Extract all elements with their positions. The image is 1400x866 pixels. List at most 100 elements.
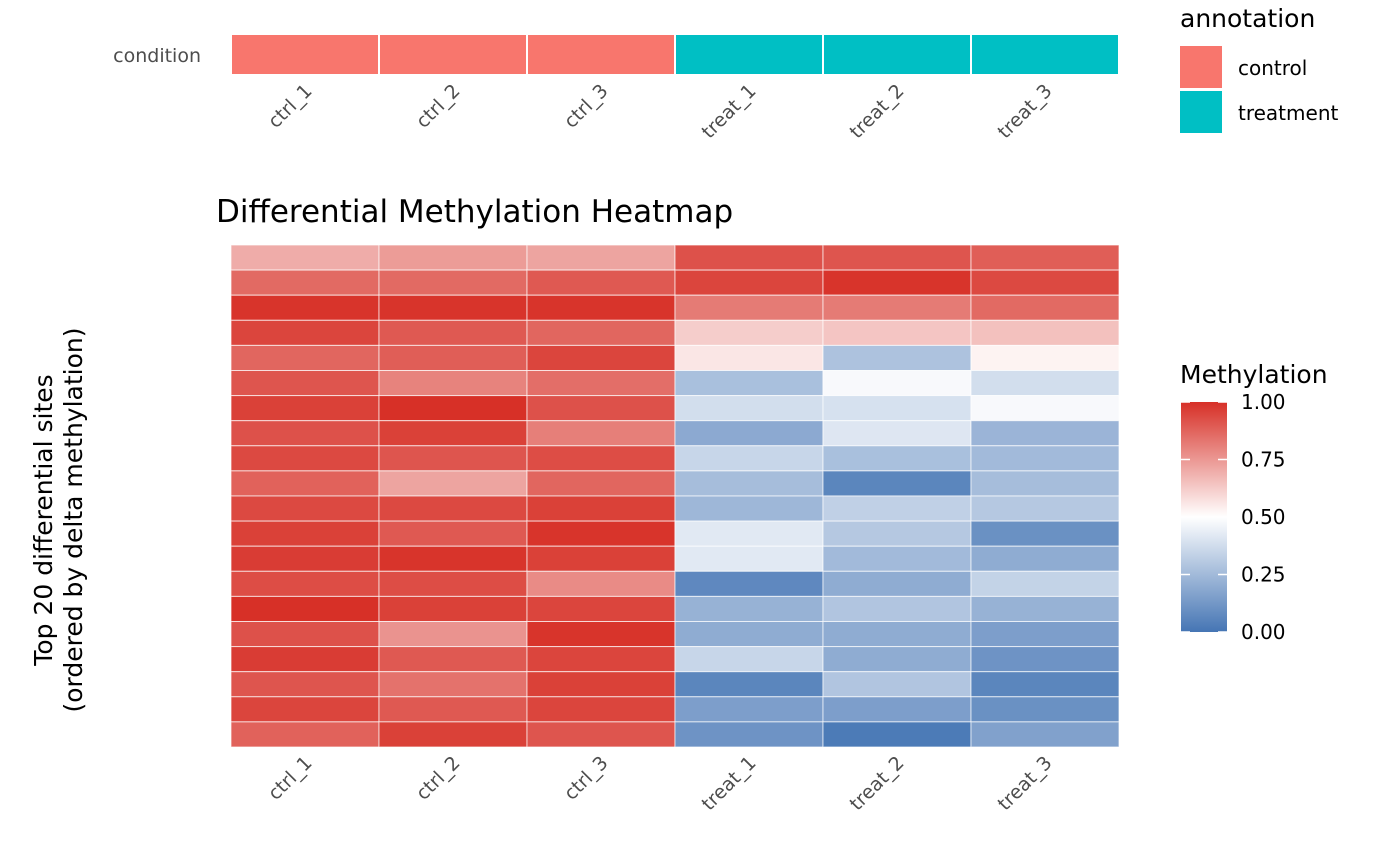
heatmap-cell-r4-ctrl_2	[378, 319, 528, 346]
annotation-x-tick-ctrl_2: ctrl_2	[412, 80, 465, 133]
colorbar-label-1.00: 1.00	[1241, 390, 1286, 414]
annotation-x-tick-treat_1: treat_1	[697, 80, 760, 143]
heatmap-cell-r17-treat_2	[822, 646, 972, 673]
x-tick-ctrl_2: ctrl_2	[412, 752, 465, 805]
heatmap-cell-r8-ctrl_1	[230, 420, 380, 447]
heatmap-cell-r4-treat_3	[970, 319, 1120, 346]
heatmap-cell-r6-treat_3	[970, 370, 1120, 397]
annotation-legend-title: annotation	[1180, 4, 1315, 33]
heatmap-cell-r13-ctrl_3	[526, 545, 676, 572]
heatmap-cell-r8-treat_3	[970, 420, 1120, 447]
y-axis-label-line-1: Top 20 differential sites	[29, 374, 58, 666]
annotation-legend: control treatment	[1180, 46, 1338, 133]
heatmap-cells	[230, 244, 1120, 748]
heatmap-cell-r20-ctrl_2	[378, 721, 528, 748]
colorbar-label-0.75: 0.75	[1241, 448, 1286, 472]
heatmap-cell-r7-ctrl_1	[230, 395, 380, 422]
heatmap-cell-r14-ctrl_3	[526, 570, 676, 597]
heatmap-cell-r11-treat_2	[822, 495, 972, 522]
heatmap-cell-r18-treat_2	[822, 671, 972, 698]
annotation-strip	[230, 33, 1120, 76]
heatmap-cell-r4-ctrl_1	[230, 319, 380, 346]
heatmap-cell-r2-treat_3	[970, 269, 1120, 296]
heatmap-cell-r20-ctrl_1	[230, 721, 380, 748]
heatmap-cell-r10-ctrl_2	[378, 470, 528, 497]
annotation-x-tick-ctrl_3: ctrl_3	[560, 80, 613, 133]
heatmap-cell-r2-ctrl_2	[378, 269, 528, 296]
x-tick-treat_1: treat_1	[697, 752, 760, 815]
heatmap-cell-r3-ctrl_2	[378, 294, 528, 321]
heatmap-cell-r17-ctrl_3	[526, 646, 676, 673]
heatmap-cell-r15-ctrl_2	[378, 595, 528, 623]
heatmap-cell-r3-treat_2	[822, 294, 972, 321]
heatmap-cell-r7-treat_3	[970, 395, 1120, 422]
annotation-cell-treat_1	[674, 33, 824, 76]
heatmap-cell-r16-ctrl_1	[230, 621, 380, 648]
heatmap-cell-r1-ctrl_2	[378, 244, 528, 271]
heatmap-cell-r7-ctrl_2	[378, 395, 528, 422]
heatmap-cell-r17-treat_1	[674, 646, 824, 673]
heatmap-cell-r13-treat_2	[822, 545, 972, 572]
annotation-legend-label-treatment: treatment	[1238, 101, 1338, 125]
heatmap-cell-r14-ctrl_1	[230, 570, 380, 597]
heatmap-cell-r6-ctrl_1	[230, 370, 380, 397]
heatmap-cell-r20-treat_3	[970, 721, 1120, 748]
heatmap-cell-r15-ctrl_3	[526, 595, 676, 623]
heatmap-cell-r19-ctrl_2	[378, 696, 528, 723]
heatmap-cell-r15-treat_2	[822, 595, 972, 623]
heatmap-cell-r16-treat_2	[822, 621, 972, 648]
heatmap-cell-r10-ctrl_1	[230, 470, 380, 497]
heatmap-cell-r8-ctrl_3	[526, 420, 676, 447]
heatmap-cell-r6-ctrl_2	[378, 370, 528, 397]
annotation-cell-ctrl_2	[378, 33, 528, 76]
heatmap-cell-r1-treat_2	[822, 244, 972, 271]
heatmap-cell-r4-ctrl_3	[526, 319, 676, 346]
heatmap-cell-r12-treat_1	[674, 520, 824, 547]
heatmap-cell-r16-ctrl_2	[378, 621, 528, 648]
annotation-legend-swatch-treatment	[1180, 91, 1222, 133]
heatmap-cell-r11-treat_3	[970, 495, 1120, 522]
annotation-x-tick-ctrl_1: ctrl_1	[264, 80, 317, 133]
heatmap-cell-r18-treat_3	[970, 671, 1120, 698]
heatmap-cell-r20-ctrl_3	[526, 721, 676, 748]
heatmap-cell-r17-ctrl_1	[230, 646, 380, 673]
heatmap-cell-r10-treat_1	[674, 470, 824, 497]
heatmap-cell-r3-treat_3	[970, 294, 1120, 321]
heatmap-cell-r16-ctrl_3	[526, 621, 676, 648]
heatmap-cell-r3-treat_1	[674, 294, 824, 321]
heatmap-cell-r20-treat_2	[822, 721, 972, 748]
heatmap-cell-r15-treat_1	[674, 595, 824, 623]
y-axis-label-line-2: (ordered by delta methylation)	[59, 327, 88, 712]
heatmap-cell-r14-treat_3	[970, 570, 1120, 597]
heatmap-cell-r2-treat_1	[674, 269, 824, 296]
heatmap-cell-r17-ctrl_2	[378, 646, 528, 673]
annotation-row-label: condition	[113, 45, 201, 67]
y-axis-label: Top 20 differential sites (ordered by de…	[29, 327, 88, 712]
heatmap-cell-r3-ctrl_3	[526, 294, 676, 321]
heatmap-cell-r9-ctrl_2	[378, 445, 528, 472]
heatmap-cell-r9-ctrl_1	[230, 445, 380, 472]
colorbar-label-0.00: 0.00	[1241, 620, 1286, 644]
heatmap-cell-r1-ctrl_1	[230, 244, 380, 271]
colorbar-ticks: 1.00 0.75 0.50 0.25 0.00	[1181, 390, 1286, 644]
heatmap-cell-r11-ctrl_3	[526, 495, 676, 522]
heatmap-cell-r9-treat_3	[970, 445, 1120, 472]
heatmap-cell-r18-ctrl_1	[230, 671, 380, 698]
heatmap-cell-r5-ctrl_1	[230, 344, 380, 371]
heatmap-cell-r11-ctrl_2	[378, 495, 528, 522]
heatmap-cell-r15-ctrl_1	[230, 595, 380, 623]
heatmap-cell-r12-ctrl_3	[526, 520, 676, 547]
heatmap-cell-r13-treat_1	[674, 545, 824, 572]
heatmap-cell-r5-ctrl_2	[378, 344, 528, 371]
heatmap-cell-r16-treat_1	[674, 621, 824, 648]
heatmap-cell-r11-treat_1	[674, 495, 824, 522]
heatmap-cell-r14-treat_1	[674, 570, 824, 597]
heatmap-cell-r12-ctrl_2	[378, 520, 528, 547]
heatmap-cell-r19-ctrl_3	[526, 696, 676, 723]
heatmap-cell-r11-ctrl_1	[230, 495, 380, 522]
heatmap-cell-r10-ctrl_3	[526, 470, 676, 497]
heatmap-cell-r4-treat_2	[822, 319, 972, 346]
heatmap-cell-r6-treat_1	[674, 370, 824, 397]
heatmap-cell-r10-treat_3	[970, 470, 1120, 497]
